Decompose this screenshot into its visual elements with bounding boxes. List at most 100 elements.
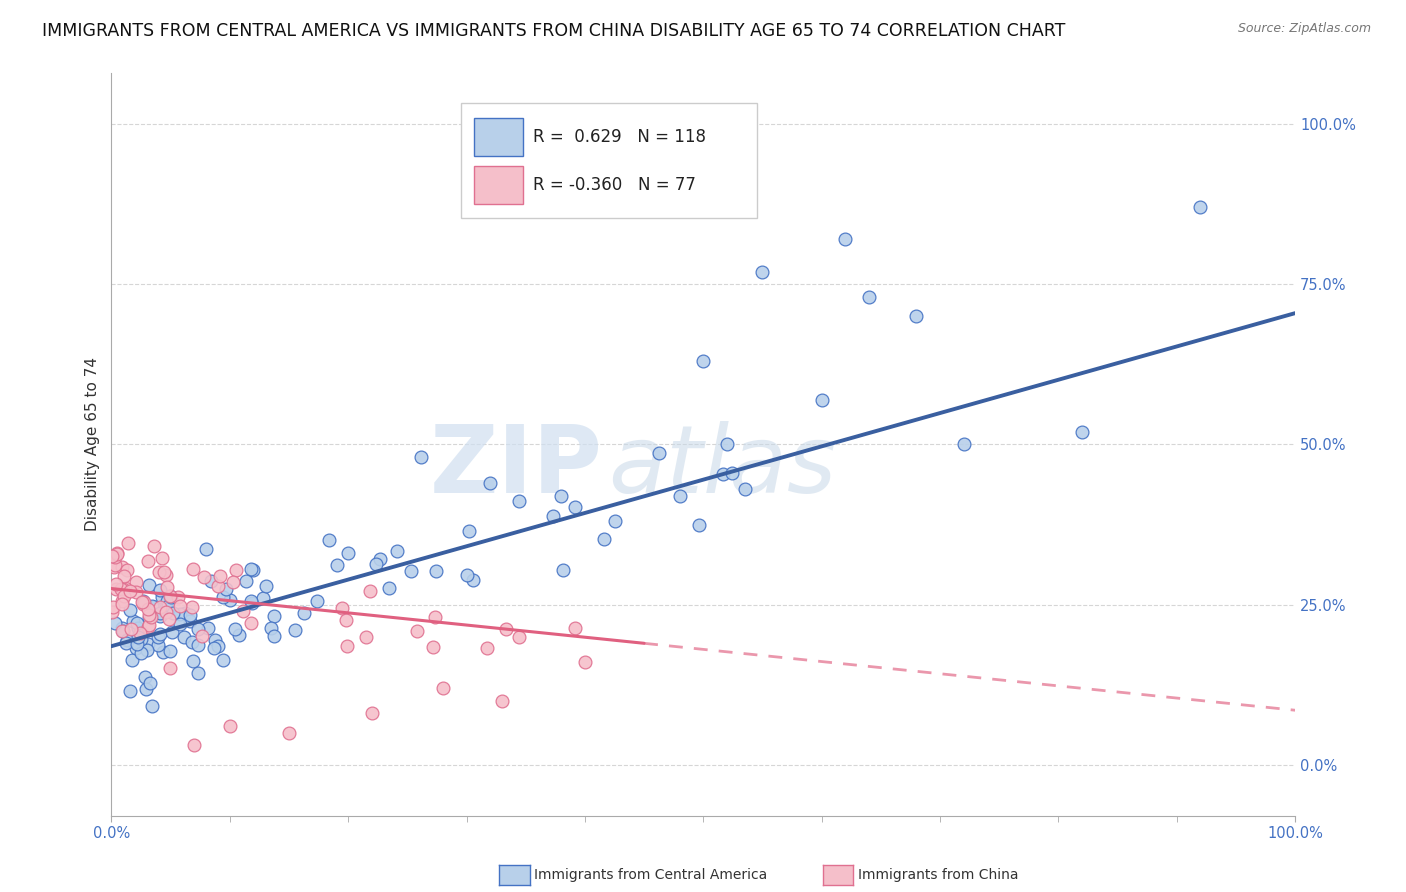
Point: [167, 591, 190, 605]
Point: [401, 564, 423, 578]
Point: [564, 500, 586, 514]
Point: [105, 547, 128, 561]
Point: [141, 699, 163, 714]
Point: [124, 641, 146, 656]
Point: [131, 593, 153, 607]
Point: [211, 652, 233, 666]
Point: [337, 546, 360, 560]
Point: [143, 539, 166, 553]
Point: [110, 582, 132, 596]
Point: [354, 631, 377, 645]
Point: [125, 615, 148, 630]
Point: [152, 645, 174, 659]
Point: [162, 606, 184, 620]
Point: [1071, 425, 1094, 439]
Point: [734, 482, 756, 496]
Point: [720, 466, 742, 480]
Point: [125, 584, 148, 599]
Point: [153, 565, 176, 579]
Point: [104, 558, 127, 572]
Point: [292, 606, 315, 620]
Point: [364, 558, 387, 572]
Point: [647, 446, 669, 460]
Point: [263, 629, 285, 643]
Point: [132, 594, 155, 608]
Point: [148, 565, 170, 579]
Point: [155, 567, 177, 582]
Point: [207, 640, 229, 654]
Text: Immigrants from Central America: Immigrants from Central America: [534, 868, 768, 882]
Point: [232, 604, 254, 618]
Point: [858, 290, 880, 304]
Point: [114, 581, 136, 595]
Point: [385, 544, 408, 558]
Point: [551, 563, 574, 577]
Point: [150, 591, 173, 605]
Point: [204, 632, 226, 647]
Point: [335, 639, 357, 653]
Point: [112, 582, 135, 597]
Point: [150, 551, 173, 566]
Point: [135, 681, 157, 696]
Point: [115, 635, 138, 649]
Point: [127, 637, 149, 651]
Point: [136, 553, 159, 567]
Point: [187, 665, 209, 680]
Point: [149, 627, 172, 641]
Point: [550, 489, 572, 503]
Point: [132, 598, 155, 612]
Point: [149, 600, 172, 615]
Point: [219, 593, 242, 607]
Y-axis label: Disability Age 65 to 74: Disability Age 65 to 74: [86, 358, 100, 532]
Point: [335, 613, 357, 627]
Point: [224, 622, 246, 636]
Point: [1189, 201, 1212, 215]
Point: [688, 517, 710, 532]
Point: [131, 625, 153, 640]
Point: [284, 623, 307, 637]
Point: [115, 563, 138, 577]
Point: [104, 576, 127, 591]
Point: [120, 622, 142, 636]
Point: [228, 628, 250, 642]
Point: [193, 570, 215, 584]
Text: Source: ZipAtlas.com: Source: ZipAtlas.com: [1237, 22, 1371, 36]
Point: [121, 615, 143, 629]
Point: [169, 607, 191, 622]
Point: [146, 638, 169, 652]
Point: [159, 589, 181, 603]
Point: [305, 594, 328, 608]
Point: [458, 524, 481, 538]
Point: [131, 595, 153, 609]
FancyBboxPatch shape: [474, 118, 523, 156]
Point: [104, 549, 127, 564]
Point: [456, 568, 478, 582]
Point: [146, 630, 169, 644]
Point: [125, 635, 148, 649]
Point: [191, 629, 214, 643]
Point: [117, 536, 139, 550]
Point: [368, 552, 391, 566]
Point: [141, 599, 163, 613]
Point: [263, 609, 285, 624]
Point: [378, 581, 401, 595]
Point: [425, 564, 447, 578]
Point: [115, 633, 138, 648]
Point: [104, 582, 127, 596]
Point: [209, 569, 232, 583]
Point: [564, 621, 586, 635]
Point: [111, 598, 134, 612]
Point: [118, 603, 141, 617]
Point: [711, 467, 734, 482]
Point: [406, 624, 429, 638]
Point: [318, 533, 340, 547]
Text: ZIP: ZIP: [430, 421, 603, 513]
Point: [138, 618, 160, 632]
Point: [422, 640, 444, 654]
Point: [252, 591, 274, 605]
Point: [218, 719, 240, 733]
Point: [155, 605, 177, 619]
Point: [215, 582, 238, 596]
FancyBboxPatch shape: [474, 166, 523, 204]
Point: [254, 579, 277, 593]
